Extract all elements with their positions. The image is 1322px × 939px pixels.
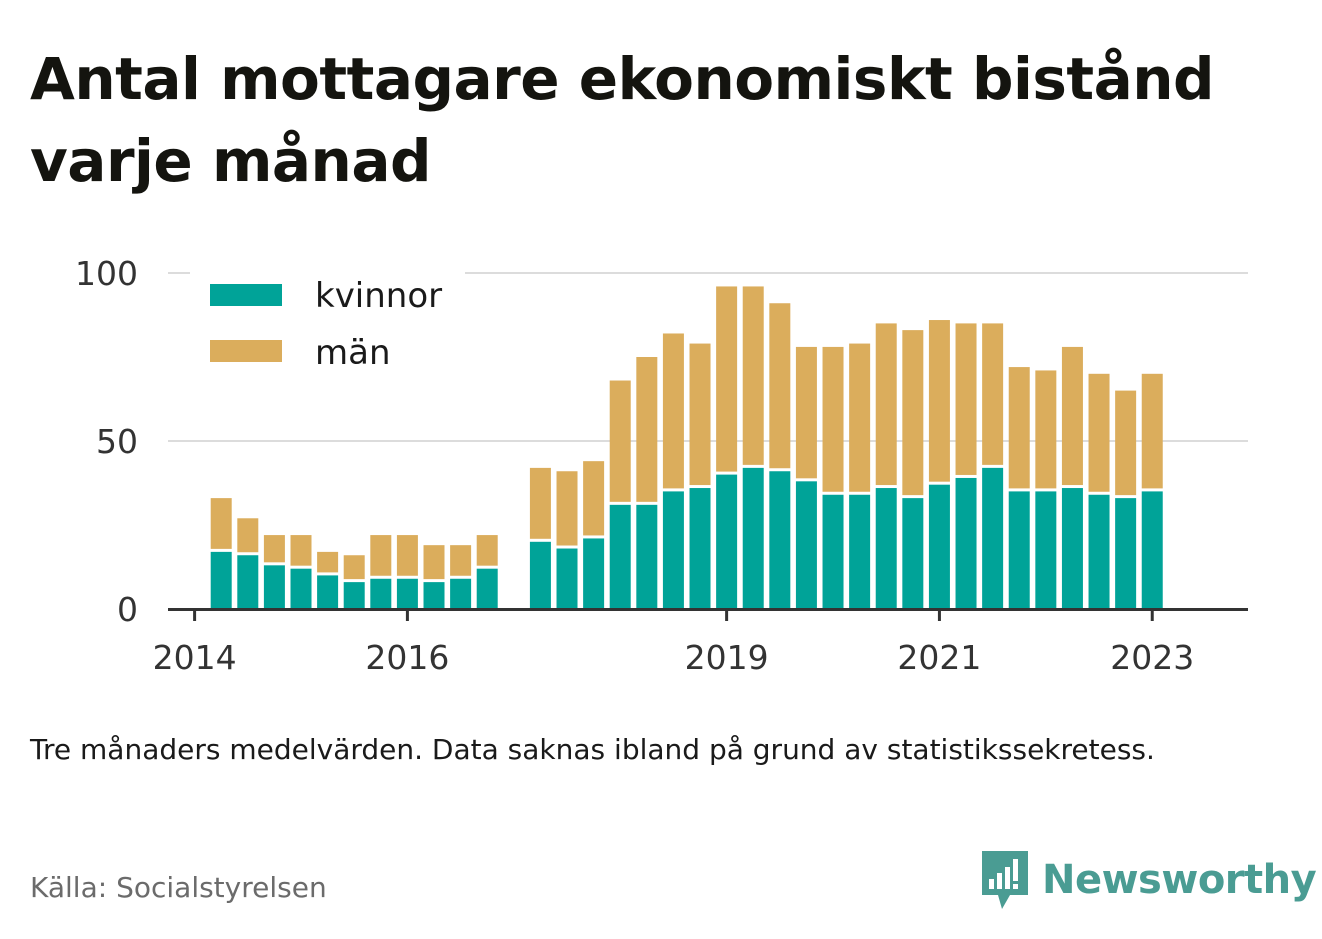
x-tick-label: 2014 xyxy=(153,638,237,677)
bar-man xyxy=(529,467,551,539)
bar-man xyxy=(423,545,445,580)
bar-man xyxy=(556,471,578,546)
bar-kvinnor xyxy=(1115,498,1137,609)
bar-man xyxy=(982,323,1004,465)
bar-kvinnor xyxy=(529,541,551,609)
bar-man xyxy=(742,286,764,465)
bar-man xyxy=(1035,370,1057,489)
bar-man xyxy=(583,461,605,536)
bar-man xyxy=(396,535,418,576)
bar-kvinnor xyxy=(317,575,339,609)
x-tick-label: 2019 xyxy=(685,638,769,677)
bar-kvinnor xyxy=(875,488,897,609)
bar-kvinnor xyxy=(583,538,605,609)
bar-kvinnor xyxy=(662,491,684,609)
bar-kvinnor xyxy=(1035,491,1057,609)
bar-man xyxy=(609,380,631,502)
legend: kvinnor män xyxy=(190,272,465,382)
bars xyxy=(210,286,1163,609)
chart-note: Tre månaders medelvärden. Data saknas ib… xyxy=(30,733,1155,766)
brand-logo[interactable]: Newsworthy xyxy=(980,848,1317,912)
bar-man xyxy=(343,555,365,580)
bar-man xyxy=(1088,373,1110,492)
bar-kvinnor xyxy=(955,477,977,609)
bar-kvinnor xyxy=(1061,488,1083,609)
bar-kvinnor xyxy=(742,467,764,609)
y-tick-label: 0 xyxy=(117,590,138,629)
bar-man xyxy=(822,346,844,492)
bar-man xyxy=(902,330,924,496)
x-tick-label: 2016 xyxy=(365,638,449,677)
bar-kvinnor xyxy=(716,474,738,609)
y-tick-label: 100 xyxy=(75,254,138,293)
bar-man xyxy=(928,320,950,482)
bar-kvinnor xyxy=(689,488,711,609)
bar-man xyxy=(1061,346,1083,486)
bar-man xyxy=(875,323,897,486)
legend-label-man: män xyxy=(315,333,391,373)
bar-kvinnor xyxy=(609,504,631,609)
bar-man xyxy=(450,545,472,576)
bar-kvinnor xyxy=(982,467,1004,609)
axes: 0 50 100 2014 2016 2019 2021 2023 xyxy=(75,254,1248,677)
bar-man xyxy=(237,518,259,553)
bar-man xyxy=(662,333,684,489)
bar-kvinnor xyxy=(822,494,844,609)
source-label: Källa: Socialstyrelsen xyxy=(30,871,327,904)
bar-man xyxy=(1141,373,1163,489)
bar-kvinnor xyxy=(476,568,498,609)
bar-man xyxy=(795,346,817,479)
bar-man xyxy=(769,303,791,469)
bar-man xyxy=(476,535,498,566)
legend-swatch-kvinnor xyxy=(210,284,282,306)
bar-kvinnor xyxy=(237,555,259,609)
bar-kvinnor xyxy=(795,481,817,609)
y-tick-label: 50 xyxy=(96,422,138,461)
bar-kvinnor xyxy=(769,471,791,609)
bar-man xyxy=(210,498,232,549)
bar-kvinnor xyxy=(1088,494,1110,609)
chart-title: Antal mottagare ekonomiskt bistånd varje… xyxy=(30,45,1215,195)
bar-kvinnor xyxy=(290,568,312,609)
bar-kvinnor xyxy=(849,494,871,609)
legend-swatch-man xyxy=(210,340,282,362)
bar-man xyxy=(849,343,871,492)
bar-man xyxy=(689,343,711,486)
bar-kvinnor xyxy=(343,582,365,609)
bar-man xyxy=(263,535,285,563)
bar-kvinnor xyxy=(423,582,445,609)
bar-kvinnor xyxy=(928,484,950,609)
bar-man xyxy=(1008,367,1030,489)
bar-man xyxy=(370,535,392,576)
bar-kvinnor xyxy=(636,504,658,609)
bar-kvinnor xyxy=(1141,491,1163,609)
bar-kvinnor xyxy=(263,565,285,609)
x-tick-label: 2023 xyxy=(1110,638,1194,677)
bar-man xyxy=(317,551,339,573)
bar-kvinnor xyxy=(902,498,924,609)
legend-label-kvinnor: kvinnor xyxy=(315,276,442,316)
bar-kvinnor xyxy=(1008,491,1030,609)
bar-kvinnor xyxy=(370,578,392,609)
bar-kvinnor xyxy=(556,548,578,609)
brand-name: Newsworthy xyxy=(1042,857,1317,903)
stacked-bar-chart: 0 50 100 2014 2016 2019 2021 2023 kvinnor män xyxy=(75,254,1248,677)
bar-kvinnor xyxy=(396,578,418,609)
newsworthy-logo-icon xyxy=(982,851,1028,909)
bar-kvinnor xyxy=(210,551,232,609)
x-tick-label: 2021 xyxy=(897,638,981,677)
bar-man xyxy=(716,286,738,472)
bar-man xyxy=(955,323,977,475)
bar-kvinnor xyxy=(450,578,472,609)
bar-man xyxy=(1115,390,1137,496)
bar-man xyxy=(290,535,312,566)
bar-man xyxy=(636,357,658,502)
